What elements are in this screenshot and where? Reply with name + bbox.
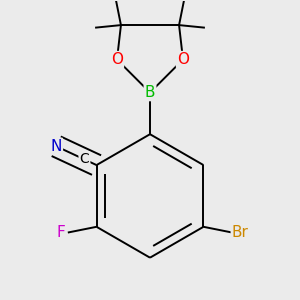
Text: O: O	[177, 52, 189, 67]
Text: C: C	[80, 152, 89, 167]
Text: F: F	[56, 225, 65, 240]
Text: Br: Br	[232, 225, 249, 240]
Text: O: O	[111, 52, 123, 67]
Text: N: N	[50, 139, 62, 154]
Text: B: B	[145, 85, 155, 100]
